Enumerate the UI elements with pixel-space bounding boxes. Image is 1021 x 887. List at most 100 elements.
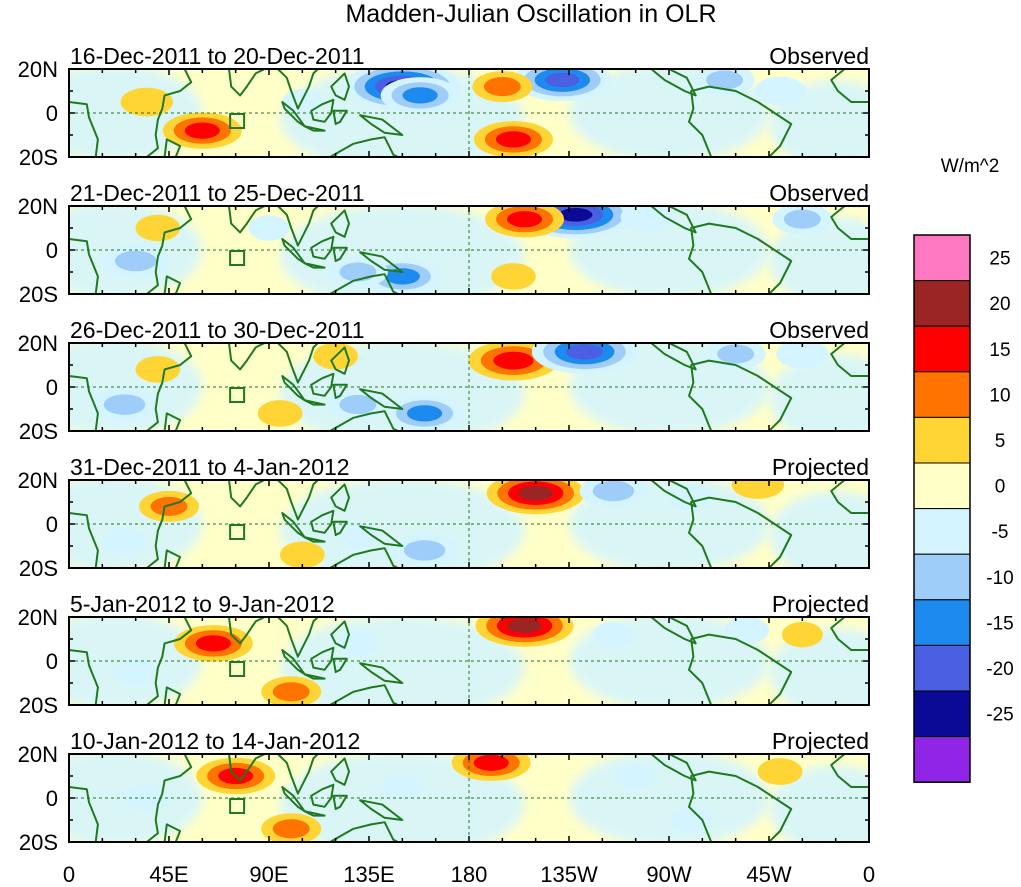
- anomaly-contour: [706, 70, 744, 90]
- lat-tick-label: 0: [46, 101, 58, 126]
- background-band: [769, 765, 869, 842]
- lat-tick-label: 20S: [19, 556, 58, 581]
- coastline: [303, 399, 326, 406]
- colorbar-swatch: [913, 599, 971, 646]
- coastline: [830, 206, 869, 240]
- background-band: [769, 628, 869, 705]
- panel-date-range: 5-Jan-2012 to 9-Jan-2012: [70, 591, 335, 617]
- coastline: [332, 109, 348, 125]
- coastline: [69, 69, 193, 157]
- colorbar-label: -20: [986, 659, 1013, 680]
- lat-tick-label: 20N: [18, 605, 58, 630]
- colorbar-swatch: [913, 690, 971, 738]
- anomaly-contour: [135, 214, 181, 242]
- anomaly-contour: [257, 400, 303, 427]
- coastline: [688, 633, 793, 705]
- coastline: [830, 480, 869, 514]
- coastline: [281, 238, 306, 265]
- panel-date-range: 10-Jan-2012 to 14-Jan-2012: [70, 728, 360, 754]
- colorbar-label: 10: [989, 385, 1010, 406]
- coastline: [69, 206, 193, 294]
- anomaly-contour: [279, 541, 325, 568]
- anomaly-contour: [724, 617, 770, 644]
- anomaly-contour: [113, 658, 159, 686]
- anomaly-contour: [114, 250, 157, 272]
- coastline: [359, 114, 404, 136]
- anomaly-contour: [381, 774, 423, 800]
- coastline: [332, 520, 348, 536]
- coastline: [276, 754, 319, 795]
- anomaly-contour: [757, 758, 803, 785]
- anomaly-contour: [507, 618, 542, 634]
- coastline: [634, 206, 697, 234]
- panel-date-range: 21-Dec-2011 to 25-Dec-2011: [70, 180, 365, 206]
- coastline: [303, 673, 326, 680]
- coastline: [688, 770, 793, 842]
- lon-tick-label: 90W: [646, 862, 691, 887]
- background-band: [280, 69, 525, 157]
- coastline: [330, 483, 350, 512]
- anomaly-contour: [592, 480, 635, 502]
- coastline: [688, 85, 793, 157]
- anomaly-contour: [135, 356, 181, 383]
- panel-status: Projected: [772, 591, 869, 617]
- anomaly-contour: [592, 621, 634, 648]
- coastline: [310, 235, 335, 260]
- lat-tick-label: 0: [46, 375, 58, 400]
- coastline: [276, 69, 319, 110]
- coastline: [276, 343, 319, 384]
- anomaly-contour: [731, 480, 785, 499]
- coastline: [359, 525, 404, 547]
- anomaly-contour: [195, 635, 231, 652]
- colorbar-label: -10: [986, 568, 1013, 589]
- coastline: [310, 783, 335, 808]
- anomaly-contour: [781, 621, 823, 648]
- panel-status: Projected: [772, 728, 869, 754]
- lat-tick-label: 20N: [18, 57, 58, 82]
- anomaly-contour: [483, 77, 521, 97]
- anomaly-contour: [473, 754, 509, 771]
- lon-tick-label: 0: [63, 862, 75, 887]
- colorbar-label: -15: [986, 613, 1013, 634]
- coastline: [310, 98, 335, 123]
- coastline: [281, 375, 306, 402]
- anomaly-contour: [491, 263, 536, 290]
- coastline: [303, 262, 326, 269]
- coastline: [69, 343, 193, 431]
- coastline: [830, 754, 869, 788]
- colorbar-label: -5: [992, 522, 1009, 543]
- anomaly-contour: [407, 405, 443, 422]
- anomaly-contour: [384, 268, 420, 285]
- index-box: [229, 524, 246, 540]
- lat-tick-label: 20N: [18, 194, 58, 219]
- coastline: [359, 662, 404, 684]
- panel-1: 20N 0 20S 16-Dec-2011 to 20-Dec-2011 Observe…: [18, 43, 870, 170]
- coastline: [69, 480, 193, 568]
- lon-tick-label: 0: [863, 862, 875, 887]
- coastline: [359, 799, 404, 821]
- panel-status: Observed: [769, 180, 869, 206]
- anomaly-contour: [403, 540, 446, 561]
- anomaly-contour: [566, 344, 603, 360]
- colorbar-swatch: [913, 736, 971, 783]
- lat-tick-label: 20N: [18, 742, 58, 767]
- coastline: [330, 72, 350, 101]
- colorbar-swatch: [913, 508, 971, 555]
- lon-tick-label: 45E: [149, 862, 188, 887]
- anomaly-contour: [545, 72, 580, 88]
- colorbar-label: 0: [995, 477, 1006, 498]
- colorbar-label: -25: [986, 705, 1013, 726]
- lat-tick-label: 20S: [19, 419, 58, 444]
- anomaly-contour: [753, 76, 807, 106]
- colorbar-swatch: [913, 280, 971, 327]
- coastline: [163, 823, 182, 842]
- anomaly-contour: [507, 211, 543, 228]
- lon-tick-label: 180: [451, 862, 488, 887]
- index-box: [229, 250, 246, 266]
- anomaly-contour: [272, 682, 310, 702]
- longitude-axis: 0 45E 90E 135E 180 135W 90W 45W 0: [63, 862, 875, 887]
- background-band: [769, 491, 869, 568]
- coastline: [332, 383, 348, 399]
- anomaly-contour: [335, 521, 381, 549]
